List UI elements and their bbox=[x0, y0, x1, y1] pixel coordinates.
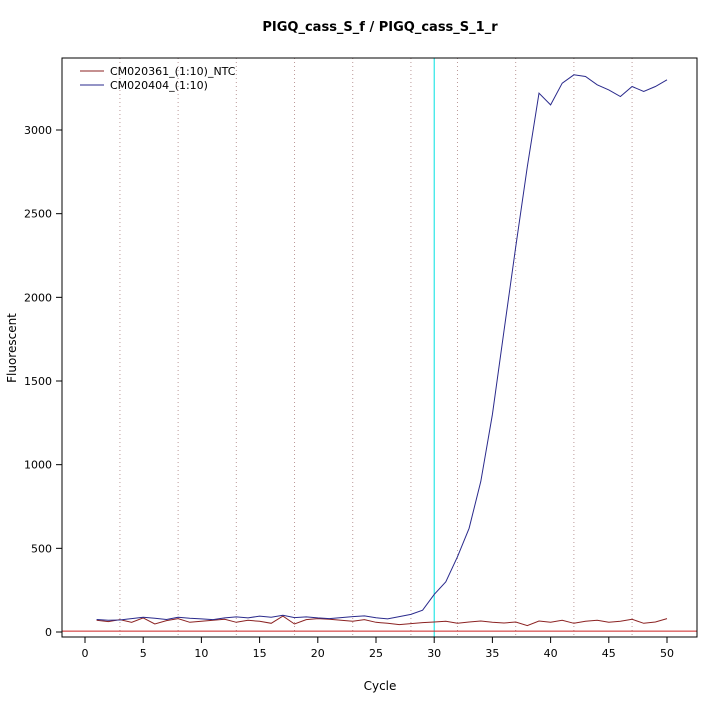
x-tick-label: 0 bbox=[82, 647, 89, 660]
legend: CM020361_(1:10)_NTC CM020404_(1:10) bbox=[80, 65, 236, 92]
grid-layer bbox=[62, 58, 697, 637]
x-axis-label: Cycle bbox=[364, 679, 397, 693]
legend-label-sample: CM020404_(1:10) bbox=[110, 79, 208, 92]
y-tick-label: 500 bbox=[31, 542, 52, 555]
y-tick-label: 1500 bbox=[24, 375, 52, 388]
y-axis-label: Fluorescent bbox=[5, 313, 19, 383]
y-tick-label: 3000 bbox=[24, 124, 52, 137]
legend-label-ntc: CM020361_(1:10)_NTC bbox=[110, 65, 236, 78]
axis-ticks-layer: 0 5 10 15 20 25 30 35 40 45 5005001000150020002500… bbox=[24, 124, 674, 660]
x-tick-label: 40 bbox=[544, 647, 558, 660]
x-tick-label: 10 bbox=[194, 647, 208, 660]
y-tick-label: 1000 bbox=[24, 459, 52, 472]
x-tick-label: 30 bbox=[427, 647, 441, 660]
chart-title: PIGQ_cass_S_f / PIGQ_cass_S_1_r bbox=[262, 20, 498, 35]
series-line bbox=[96, 615, 668, 627]
series-line bbox=[96, 74, 668, 621]
plot-box bbox=[61, 57, 698, 638]
y-tick-label: 2000 bbox=[24, 291, 52, 304]
y-tick-label: 2500 bbox=[24, 208, 52, 221]
series-layer bbox=[96, 74, 668, 627]
x-tick-label: 5 bbox=[140, 647, 147, 660]
y-tick-label: 0 bbox=[45, 626, 52, 639]
x-tick-label: 45 bbox=[602, 647, 616, 660]
x-tick-label: 20 bbox=[311, 647, 325, 660]
x-tick-label: 50 bbox=[660, 647, 674, 660]
x-tick-label: 15 bbox=[253, 647, 267, 660]
x-tick-label: 25 bbox=[369, 647, 383, 660]
x-tick-label: 35 bbox=[485, 647, 499, 660]
